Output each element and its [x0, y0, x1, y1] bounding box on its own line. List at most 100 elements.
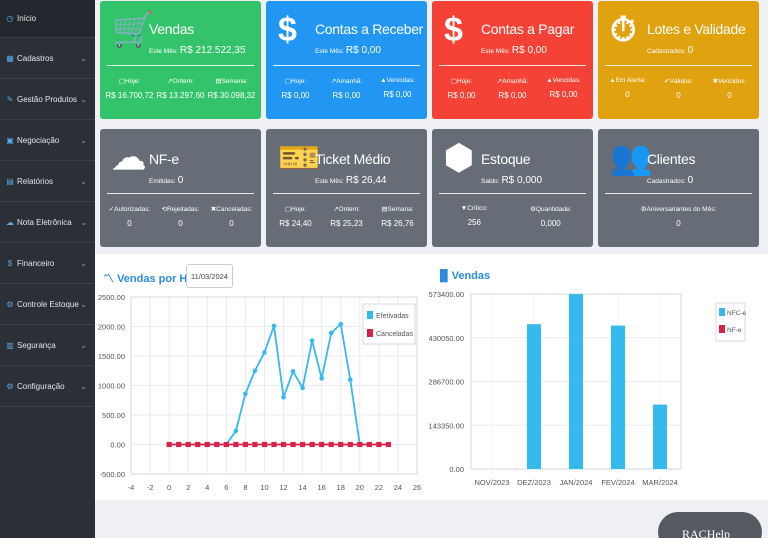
card-lotes-validade[interactable]: ⏱ Lotes e Validade Cadastrados: 0 ▲Em Ale… [598, 1, 759, 119]
sidebar-item-seguranca[interactable]: ▥ Segurança ⌄ [0, 325, 95, 366]
legend-label: Canceladas [376, 331, 413, 338]
x-tick-label: NOV/2023 [474, 478, 509, 487]
sub-label: Saldo: [481, 178, 500, 185]
stat-label: ↗Amanhã: [330, 78, 363, 85]
users-icon: 👥 [610, 139, 653, 177]
card-stats: ▢Hoje: R$ 16.700,72 ↗Ontem: R$ 13.297,60 ▤… [104, 77, 257, 100]
x-tick-label: -4 [128, 483, 135, 492]
data-point [366, 441, 372, 448]
x-tick-label: 18 [337, 483, 345, 492]
stat-value: R$ 25,23 [330, 219, 363, 228]
stat-label: ↗Amanhã: [496, 78, 529, 85]
dashboard-icon: ◷ [6, 14, 14, 23]
card-vendas[interactable]: 🛒 Vendas Este Mês: R$ 212.522,35 ▢Hoje: R$… [100, 1, 261, 119]
bar-jan-2024 [569, 294, 583, 469]
card-estoque[interactable]: ⬢ Estoque Saldo: R$ 0,000 ▼Crítico: 256 ⚙Q… [432, 129, 593, 247]
legend-box [362, 303, 416, 345]
grid-icon: ▦ [6, 53, 14, 63]
data-point [300, 385, 305, 391]
sidebar-item-inicio[interactable]: ◷ Início [0, 0, 95, 38]
stat-label: ↗Ontem: [167, 78, 194, 85]
legend-label: Efetivadas [376, 313, 409, 320]
line-chart: -4 -2 0 2 4 6 8 10 12 14 16 18 20 22 24 262500.002000.0… [98, 293, 421, 492]
y-tick-label: 430050.00 [429, 334, 464, 343]
data-point [262, 350, 267, 355]
data-point [385, 441, 391, 448]
date-filter-input[interactable]: 11/03/2024 [186, 264, 233, 288]
y-tick-label: 2000.00 [98, 323, 125, 332]
x-tick-label: 14 [298, 483, 306, 492]
x-tick-label: DEZ/2023 [517, 478, 551, 487]
data-point [309, 338, 315, 343]
bar-chart-icon: ▐▌ [436, 270, 452, 282]
stat-label: ✓Autorizadas: [108, 206, 151, 213]
legend-swatch [719, 308, 725, 316]
card-subtitle: Este Mês: R$ 0,00 [315, 45, 381, 56]
gear-icon: ⚙ [6, 381, 14, 391]
data-point [338, 441, 344, 448]
card-title: Contas a Pagar [481, 21, 575, 37]
card-stats: ✓Autorizadas: 0 ⟲Rejeitadas: 0 ✖Canceladas… [104, 205, 257, 228]
stat-label: ✖Vencidos: [712, 78, 747, 85]
x-tick-label: 26 [413, 483, 421, 492]
rac-help-button[interactable]: RACHelp [658, 512, 762, 538]
stat-value: R$ 0,00 [332, 91, 361, 100]
sidebar-item-cadastros[interactable]: ▦ Cadastros ⌄ [0, 38, 95, 79]
card-contas-pagar[interactable]: $ Contas a Pagar Este Mês: R$ 0,00 ▢Hoje:… [432, 1, 593, 119]
sidebar-item-relatorios[interactable]: ▤ Relatórios ⌄ [0, 161, 95, 202]
bar-chart: 573400.00 430050.00 286700.00 143350.00 0.00… [429, 290, 747, 487]
data-point [185, 441, 191, 448]
sidebar-item-label: Nota Eletrônica [17, 217, 72, 227]
chevron-down-icon: ⌄ [80, 340, 87, 350]
stat-value: 0 [676, 91, 681, 100]
sidebar-item-configuracao[interactable]: ⚙ Configuração ⌄ [0, 366, 95, 407]
bar-dez-2023 [527, 324, 541, 469]
x-tick-label: -2 [147, 483, 154, 492]
cloud-icon: ☁ [112, 139, 146, 177]
stat-label: ▤Semana: [381, 206, 414, 213]
sidebar-item-financeiro[interactable]: $ Financeiro ⌄ [0, 243, 95, 284]
box-icon: ⬢ [444, 139, 474, 177]
sidebar-item-controle-estoque[interactable]: ⚙ Controle Estoque ⌄ [0, 284, 95, 325]
card-stats: ▲Em Alerta: 0 ✔Válidos: 0 ✖Vencidos: 0 [602, 77, 755, 100]
cubes-icon: ⚙ [6, 299, 14, 309]
data-point [242, 441, 248, 448]
data-point [280, 441, 287, 448]
card-clientes[interactable]: 👥 Clientes Cadastrados: 0 ⚙Aniversariante… [598, 129, 759, 247]
divider [273, 193, 420, 194]
stat-value: R$ 26,76 [381, 219, 414, 228]
sidebar-item-negociacao[interactable]: ▣ Negociação ⌄ [0, 120, 95, 161]
sidebar-item-label: Controle Estoque [17, 299, 79, 309]
stat-value: 0 [676, 219, 681, 228]
sub-value: R$ 0,000 [501, 175, 543, 186]
sidebar-item-label: Segurança [17, 340, 56, 350]
sub-label: Emitidas: [149, 178, 176, 185]
data-point [252, 441, 258, 448]
data-point [233, 441, 239, 448]
card-title: Clientes [647, 151, 696, 167]
card-ticket-medio[interactable]: 🎫 Ticket Médio Este Mês: R$ 26,44 ▢Hoje: R… [266, 129, 427, 247]
line-chart-icon: 〽 [103, 273, 114, 285]
sidebar-item-nota-eletronica[interactable]: ☁ Nota Eletrônica ⌄ [0, 202, 95, 243]
sidebar-item-label: Início [17, 14, 37, 23]
data-point [309, 441, 315, 448]
stat-label: ▼Crítico: [460, 205, 488, 212]
plot-area [130, 296, 418, 475]
legend-swatch [367, 329, 373, 337]
help-label-rac: RAC [682, 527, 707, 538]
sub-label: Este Mês: [315, 48, 344, 55]
card-stats: ▢Hoje: R$ 0,00 ↗Amanhã: R$ 0,00 ▲Vencidas:… [270, 77, 423, 100]
stat-label: ▲Vencidas: [380, 77, 415, 84]
sub-label: Cadastrados: [647, 178, 686, 185]
sidebar-item-gestao-produtos[interactable]: ✎ Gestão Produtos ⌄ [0, 79, 95, 120]
data-point [290, 369, 296, 374]
card-contas-receber[interactable]: $ Contas a Receber Este Mês: R$ 0,00 ▢Hoj… [266, 1, 427, 119]
sidebar-item-label: Cadastros [17, 53, 54, 63]
stat-value: R$ 0,00 [549, 90, 578, 99]
card-title: Contas a Receber [315, 21, 424, 37]
chevron-down-icon: ⌄ [80, 258, 87, 268]
x-tick-label: MAR/2024 [642, 478, 677, 487]
data-point [347, 377, 353, 382]
card-nfe[interactable]: ☁ NF-e Emitidas: 0 ✓Autorizadas: 0 ⟲Rejeit… [100, 129, 261, 247]
sidebar-item-label: Relatórios [17, 176, 54, 186]
